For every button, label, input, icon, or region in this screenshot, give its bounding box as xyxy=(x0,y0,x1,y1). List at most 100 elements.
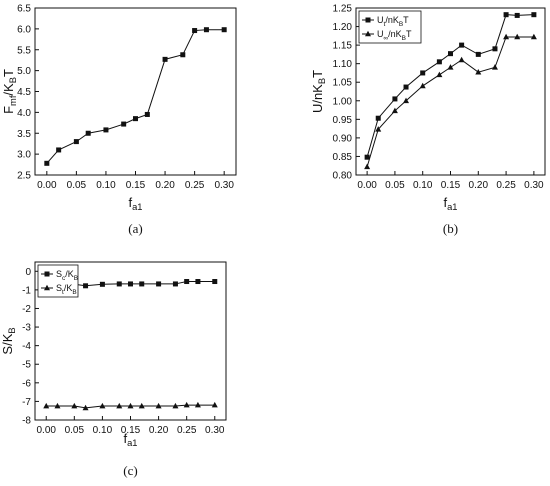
y-tick-label: 4.0 xyxy=(17,108,31,119)
x-tick-label: 0.10 xyxy=(413,180,433,191)
data-point-triangle xyxy=(43,402,50,409)
data-point-square xyxy=(403,84,409,90)
x-tick-label: 0.20 xyxy=(469,180,489,191)
data-point-square xyxy=(144,111,150,117)
x-tick-label: 0.30 xyxy=(214,180,234,191)
data-point-square xyxy=(116,281,122,287)
series-line xyxy=(46,29,225,164)
legend-label: St/KB xyxy=(56,283,77,296)
y-axis-title: S/KB xyxy=(0,327,17,354)
x-axis-title: fa1 xyxy=(123,431,137,448)
data-point-square xyxy=(139,281,145,287)
data-point-triangle xyxy=(155,402,162,409)
legend-box xyxy=(358,10,422,44)
data-point-square xyxy=(44,160,50,166)
y-tick-label: 1.05 xyxy=(333,78,353,89)
data-point-triangle xyxy=(194,401,201,408)
data-point-square xyxy=(392,96,398,102)
data-point-square xyxy=(180,52,186,58)
data-point-triangle xyxy=(116,402,123,409)
data-point-square xyxy=(99,281,105,287)
legend-box xyxy=(37,264,79,298)
data-point-triangle xyxy=(99,402,106,409)
x-tick-label: 0.15 xyxy=(441,180,461,191)
data-point-triangle xyxy=(364,163,371,170)
data-point-triangle xyxy=(54,402,61,409)
data-point-square xyxy=(448,51,453,57)
data-point-square xyxy=(503,12,509,18)
x-tick-label: 0.20 xyxy=(149,425,169,436)
y-tick-label: 5.5 xyxy=(17,45,31,56)
x-tick-label: 0.00 xyxy=(37,180,57,191)
x-tick-label: 0.05 xyxy=(65,425,85,436)
legend-marker-triangle xyxy=(365,30,371,37)
data-point-square xyxy=(475,51,481,57)
data-point-square xyxy=(514,12,520,18)
data-point-triangle xyxy=(503,33,510,40)
data-point-triangle xyxy=(138,402,145,409)
panel-caption: (c) xyxy=(123,463,137,478)
x-axis-title: fa1 xyxy=(443,195,457,212)
data-point-square xyxy=(221,27,227,33)
y-tick-label: -8 xyxy=(22,416,31,427)
data-point-square xyxy=(56,147,62,153)
data-point-square xyxy=(85,130,91,136)
data-point-triangle xyxy=(71,402,78,409)
y-tick-label: -7 xyxy=(22,397,31,408)
x-tick-label: 0.30 xyxy=(524,180,544,191)
plot-frame xyxy=(34,7,237,176)
panel-caption: (b) xyxy=(443,221,458,236)
data-point-square xyxy=(364,154,370,160)
x-axis-title: fa1 xyxy=(128,195,142,212)
data-point-triangle xyxy=(436,71,443,78)
data-point-square xyxy=(128,281,133,287)
y-tick-label: 3.0 xyxy=(17,150,31,161)
data-point-square xyxy=(375,115,381,121)
data-point-triangle xyxy=(82,404,89,411)
y-tick-label: 2.5 xyxy=(17,171,31,182)
data-point-triangle xyxy=(403,97,410,104)
y-tick-label: 0.90 xyxy=(333,133,353,144)
x-tick-label: 0.00 xyxy=(357,180,377,191)
data-point-square xyxy=(459,42,465,48)
x-tick-label: 0.25 xyxy=(185,180,205,191)
data-point-triangle xyxy=(419,82,426,89)
data-point-triangle xyxy=(514,33,521,40)
x-tick-label: 0.20 xyxy=(155,180,175,191)
data-point-triangle xyxy=(530,33,537,40)
y-tick-label: 5.0 xyxy=(17,66,31,77)
y-tick-label: 0.80 xyxy=(333,171,353,182)
data-point-square xyxy=(172,281,178,287)
y-tick-label: 1.00 xyxy=(333,96,353,107)
data-point-square xyxy=(103,127,109,133)
y-tick-label: -6 xyxy=(22,378,31,389)
y-tick-label: 1.20 xyxy=(333,22,353,33)
data-point-triangle xyxy=(172,402,179,409)
data-point-square xyxy=(73,139,79,145)
x-tick-label: 0.15 xyxy=(121,425,141,436)
data-point-square xyxy=(192,28,198,34)
y-tick-label: 1.15 xyxy=(333,41,353,52)
x-tick-label: 0.05 xyxy=(67,180,87,191)
data-point-triangle xyxy=(447,64,454,70)
y-tick-label: 0.95 xyxy=(333,115,353,126)
data-point-square xyxy=(133,116,138,122)
legend-label: Sc/KB xyxy=(56,269,78,282)
y-tick-label: -4 xyxy=(22,341,31,352)
panel-caption: (a) xyxy=(128,221,142,236)
y-tick-label: 0 xyxy=(25,267,31,278)
y-tick-label: 3.5 xyxy=(17,129,31,140)
legend-marker-square xyxy=(365,17,371,23)
chart-panel-1: 0.00 0.05 0.10 0.15 0.20 0.25 0.30 2.5 3.0 3.5 4.0… xyxy=(17,4,237,236)
x-tick-label: 0.10 xyxy=(93,425,113,436)
y-tick-label: -5 xyxy=(22,360,31,371)
x-tick-label: 0.25 xyxy=(496,180,516,191)
data-point-triangle xyxy=(491,64,498,70)
data-point-square xyxy=(203,27,209,33)
y-tick-label: 1.10 xyxy=(333,59,353,70)
data-point-square xyxy=(83,283,89,289)
y-tick-label: -1 xyxy=(22,285,31,296)
x-tick-label: 0.15 xyxy=(126,180,146,191)
y-tick-label: 0.85 xyxy=(333,152,353,163)
data-point-square xyxy=(492,46,498,52)
